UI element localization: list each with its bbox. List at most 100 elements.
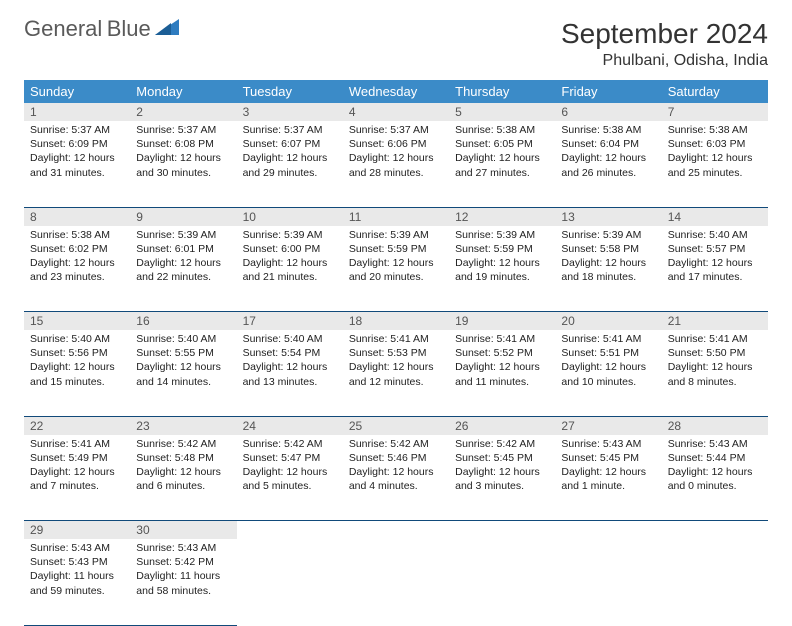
sunset-text: Sunset: 5:46 PM [349,451,443,465]
day-number-cell: 17 [237,312,343,331]
logo-word2: Blue [107,16,151,41]
sunset-text: Sunset: 6:01 PM [136,242,230,256]
sunset-text: Sunset: 6:00 PM [243,242,337,256]
day-number-cell: 19 [449,312,555,331]
sunset-text: Sunset: 6:03 PM [668,137,762,151]
sunset-text: Sunset: 6:02 PM [30,242,124,256]
daylight-text: Daylight: 12 hours and 8 minutes. [668,360,762,388]
sunrise-text: Sunrise: 5:38 AM [668,123,762,137]
daylight-text: Daylight: 12 hours and 19 minutes. [455,256,549,284]
sunrise-text: Sunrise: 5:39 AM [455,228,549,242]
day-cell: Sunrise: 5:38 AMSunset: 6:03 PMDaylight:… [662,121,768,207]
day-content-row: Sunrise: 5:38 AMSunset: 6:02 PMDaylight:… [24,226,768,312]
day-cell: Sunrise: 5:37 AMSunset: 6:09 PMDaylight:… [24,121,130,207]
sunrise-text: Sunrise: 5:39 AM [561,228,655,242]
logo: General Blue [24,18,181,41]
daylight-text: Daylight: 12 hours and 11 minutes. [455,360,549,388]
day-content-row: Sunrise: 5:41 AMSunset: 5:49 PMDaylight:… [24,435,768,521]
day-cell [555,539,661,625]
day-number-cell: 4 [343,103,449,121]
logo-triangle-icon [155,17,181,37]
day-number-cell: 23 [130,416,236,435]
logo-word1: General [24,16,102,41]
day-number-cell: 9 [130,207,236,226]
day-number-cell: 28 [662,416,768,435]
day-number-cell: 18 [343,312,449,331]
sunset-text: Sunset: 5:53 PM [349,346,443,360]
day-number-cell: 5 [449,103,555,121]
sunrise-text: Sunrise: 5:41 AM [561,332,655,346]
day-number-cell [449,521,555,540]
sunrise-text: Sunrise: 5:37 AM [30,123,124,137]
day-number-row: 15161718192021 [24,312,768,331]
day-number-cell: 16 [130,312,236,331]
sunrise-text: Sunrise: 5:40 AM [668,228,762,242]
sunrise-text: Sunrise: 5:40 AM [136,332,230,346]
sunset-text: Sunset: 6:07 PM [243,137,337,151]
day-cell: Sunrise: 5:42 AMSunset: 5:47 PMDaylight:… [237,435,343,521]
sunrise-text: Sunrise: 5:42 AM [455,437,549,451]
sunset-text: Sunset: 5:57 PM [668,242,762,256]
sunrise-text: Sunrise: 5:42 AM [136,437,230,451]
sunset-text: Sunset: 5:56 PM [30,346,124,360]
sunrise-text: Sunrise: 5:42 AM [349,437,443,451]
sunset-text: Sunset: 5:51 PM [561,346,655,360]
sunrise-text: Sunrise: 5:37 AM [136,123,230,137]
weekday-header: Monday [130,80,236,103]
day-cell [237,539,343,625]
day-cell: Sunrise: 5:39 AMSunset: 5:59 PMDaylight:… [449,226,555,312]
sunset-text: Sunset: 5:52 PM [455,346,549,360]
day-number-cell: 21 [662,312,768,331]
day-number-cell [555,521,661,540]
day-cell: Sunrise: 5:37 AMSunset: 6:08 PMDaylight:… [130,121,236,207]
sunrise-text: Sunrise: 5:43 AM [136,541,230,555]
weekday-header: Saturday [662,80,768,103]
weekday-header: Sunday [24,80,130,103]
daylight-text: Daylight: 12 hours and 14 minutes. [136,360,230,388]
sunset-text: Sunset: 5:45 PM [561,451,655,465]
daylight-text: Daylight: 12 hours and 22 minutes. [136,256,230,284]
day-number-cell: 20 [555,312,661,331]
day-cell: Sunrise: 5:40 AMSunset: 5:54 PMDaylight:… [237,330,343,416]
sunset-text: Sunset: 5:44 PM [668,451,762,465]
sunrise-text: Sunrise: 5:41 AM [349,332,443,346]
sunset-text: Sunset: 6:08 PM [136,137,230,151]
day-cell: Sunrise: 5:42 AMSunset: 5:46 PMDaylight:… [343,435,449,521]
sunrise-text: Sunrise: 5:40 AM [243,332,337,346]
day-cell: Sunrise: 5:39 AMSunset: 5:58 PMDaylight:… [555,226,661,312]
daylight-text: Daylight: 12 hours and 30 minutes. [136,151,230,179]
daylight-text: Daylight: 12 hours and 23 minutes. [30,256,124,284]
sunset-text: Sunset: 5:43 PM [30,555,124,569]
day-cell: Sunrise: 5:42 AMSunset: 5:45 PMDaylight:… [449,435,555,521]
daylight-text: Daylight: 12 hours and 31 minutes. [30,151,124,179]
sunset-text: Sunset: 6:04 PM [561,137,655,151]
daylight-text: Daylight: 12 hours and 20 minutes. [349,256,443,284]
day-number-cell: 1 [24,103,130,121]
day-number-cell: 30 [130,521,236,540]
day-number-cell: 15 [24,312,130,331]
day-number-row: 2930 [24,521,768,540]
daylight-text: Daylight: 12 hours and 15 minutes. [30,360,124,388]
calendar-body: 1234567Sunrise: 5:37 AMSunset: 6:09 PMDa… [24,103,768,625]
sunset-text: Sunset: 6:05 PM [455,137,549,151]
weekday-header-row: SundayMondayTuesdayWednesdayThursdayFrid… [24,80,768,103]
sunset-text: Sunset: 5:54 PM [243,346,337,360]
weekday-header: Wednesday [343,80,449,103]
day-cell: Sunrise: 5:41 AMSunset: 5:51 PMDaylight:… [555,330,661,416]
sunset-text: Sunset: 5:42 PM [136,555,230,569]
daylight-text: Daylight: 12 hours and 21 minutes. [243,256,337,284]
day-number-cell: 11 [343,207,449,226]
sunset-text: Sunset: 5:45 PM [455,451,549,465]
day-number-cell: 6 [555,103,661,121]
day-number-cell: 10 [237,207,343,226]
daylight-text: Daylight: 12 hours and 6 minutes. [136,465,230,493]
day-cell: Sunrise: 5:43 AMSunset: 5:42 PMDaylight:… [130,539,236,625]
header: General Blue September 2024 Phulbani, Od… [24,18,768,70]
weekday-header: Tuesday [237,80,343,103]
day-cell: Sunrise: 5:37 AMSunset: 6:07 PMDaylight:… [237,121,343,207]
sunrise-text: Sunrise: 5:40 AM [30,332,124,346]
sunrise-text: Sunrise: 5:43 AM [30,541,124,555]
day-number-cell [237,521,343,540]
day-number-cell: 14 [662,207,768,226]
daylight-text: Daylight: 12 hours and 1 minute. [561,465,655,493]
